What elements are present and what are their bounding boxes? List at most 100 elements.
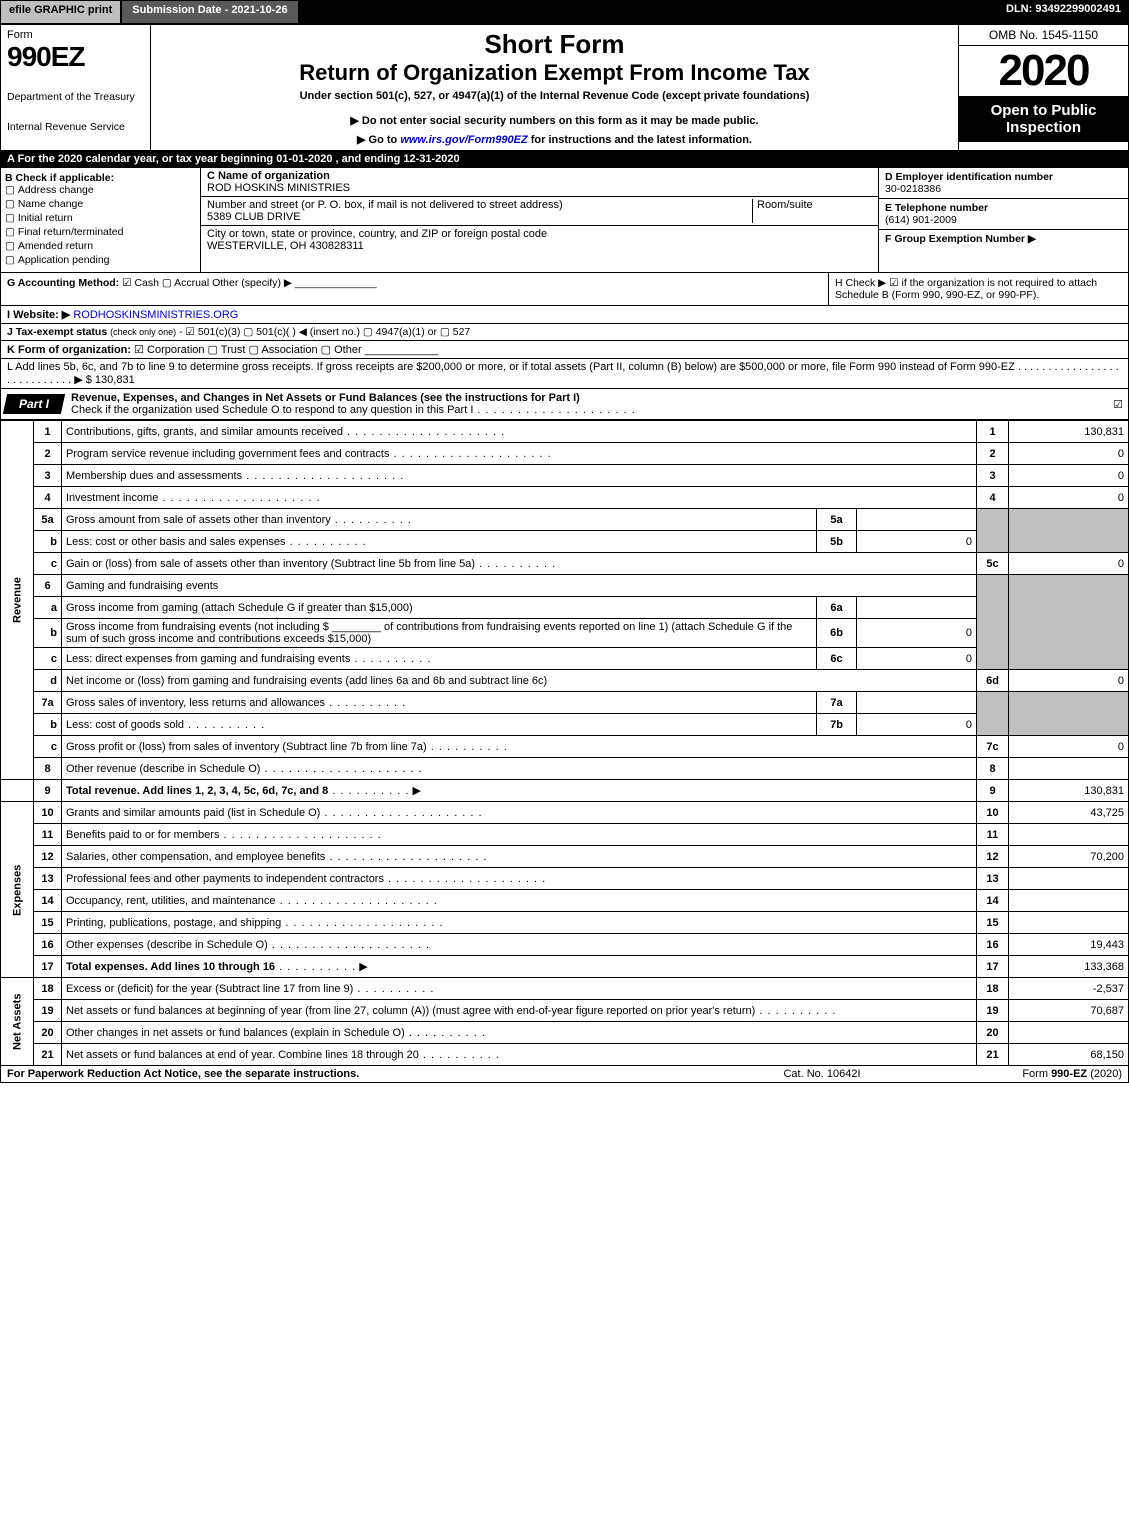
street-label: Number and street (or P. O. box, if mail… [207,199,563,211]
l20-num: 20 [34,1022,62,1044]
l2-col: 2 [977,443,1009,465]
cb-address-change[interactable]: Address change [5,184,196,196]
l7c-col: 7c [977,736,1009,758]
efile-print-button[interactable]: efile GRAPHIC print [0,0,121,24]
l11-desc: Benefits paid to or for members [62,824,977,846]
top-bar: efile GRAPHIC print Submission Date - 20… [0,0,1129,24]
shade3b [1009,692,1129,736]
l4-desc: Investment income [62,487,977,509]
l5a-num: 5a [34,509,62,531]
cb-final-return[interactable]: Final return/terminated [5,226,196,238]
l3-desc: Membership dues and assessments [62,465,977,487]
open-to-public: Open to Public Inspection [959,96,1128,142]
d-ein-label: D Employer identification number [885,171,1053,183]
j-rest: - ☑ 501(c)(3) ▢ 501(c)( ) ◀ (insert no.)… [179,326,470,338]
revenue-label: Revenue [1,421,34,780]
shade2 [977,575,1009,670]
l1-amt: 130,831 [1009,421,1129,443]
shade2b [1009,575,1129,670]
l6b-ba: 0 [857,619,977,648]
l12-num: 12 [34,846,62,868]
c-name-label: C Name of organization [207,170,330,182]
l19-amt: 70,687 [1009,1000,1129,1022]
goto-line: ▶ Go to www.irs.gov/Form990EZ for instru… [157,133,952,146]
l20-amt [1009,1022,1129,1044]
l3-num: 3 [34,465,62,487]
section-k: K Form of organization: ☑ Corporation ▢ … [0,341,1129,359]
l16-amt: 19,443 [1009,934,1129,956]
l17-amt: 133,368 [1009,956,1129,978]
l5c-desc: Gain or (loss) from sale of assets other… [62,553,977,575]
dept-treasury: Department of the Treasury [7,91,144,103]
g-accrual[interactable]: Accrual [162,277,209,289]
k-label: K Form of organization: [7,344,131,356]
l19-col: 19 [977,1000,1009,1022]
website-link[interactable]: RODHOSKINSMINISTRIES.ORG [73,309,238,321]
footer-catno: Cat. No. 10642I [722,1068,922,1080]
g-other[interactable]: Other (specify) ▶ [212,277,292,289]
k-rest: ☑ Corporation ▢ Trust ▢ Association ▢ Ot… [134,344,362,356]
l5b-box: 5b [817,531,857,553]
l5c-num: c [34,553,62,575]
l6-num: 6 [34,575,62,597]
l6c-box: 6c [817,648,857,670]
shade3 [977,692,1009,736]
l21-num: 21 [34,1044,62,1066]
l7c-num: c [34,736,62,758]
do-not-enter: ▶ Do not enter social security numbers o… [157,114,952,127]
cb-initial-return[interactable]: Initial return [5,212,196,224]
l5a-box: 5a [817,509,857,531]
tax-year: 2020 [959,46,1128,96]
l7a-ba [857,692,977,714]
l6d-desc: Net income or (loss) from gaming and fun… [62,670,977,692]
g-cash[interactable]: Cash [122,277,159,289]
l1-desc: Contributions, gifts, grants, and simila… [62,421,977,443]
city-label: City or town, state or province, country… [207,228,547,240]
l15-desc: Printing, publications, postage, and shi… [62,912,977,934]
room-suite: Room/suite [752,199,872,223]
l14-col: 14 [977,890,1009,912]
cb-amended-return[interactable]: Amended return [5,240,196,252]
section-b: B Check if applicable: Address change Na… [1,168,201,272]
part-i-check[interactable] [1108,398,1128,411]
l6a-desc: Gross income from gaming (attach Schedul… [62,597,817,619]
l19-desc: Net assets or fund balances at beginning… [62,1000,977,1022]
i-label: I Website: ▶ [7,309,70,321]
submission-date: Submission Date - 2021-10-26 [121,0,298,24]
l17-col: 17 [977,956,1009,978]
l6c-num: c [34,648,62,670]
expenses-label: Expenses [1,802,34,978]
l21-desc: Net assets or fund balances at end of ye… [62,1044,977,1066]
goto-pre: ▶ Go to [357,134,400,146]
l12-desc: Salaries, other compensation, and employ… [62,846,977,868]
cb-name-change[interactable]: Name change [5,198,196,210]
f-group-label: F Group Exemption Number ▶ [885,233,1036,245]
l5b-num: b [34,531,62,553]
l6a-ba [857,597,977,619]
l6b-desc: Gross income from fundraising events (no… [62,619,817,648]
shade1b [1009,509,1129,553]
l6c-desc: Less: direct expenses from gaming and fu… [62,648,817,670]
l11-amt [1009,824,1129,846]
l8-num: 8 [34,758,62,780]
l1-num: 1 [34,421,62,443]
section-l: L Add lines 5b, 6c, and 7b to line 9 to … [0,359,1129,389]
l18-num: 18 [34,978,62,1000]
l6a-box: 6a [817,597,857,619]
netassets-label: Net Assets [1,978,34,1066]
cb-application-pending[interactable]: Application pending [5,254,196,266]
goto-link[interactable]: www.irs.gov/Form990EZ [400,134,527,146]
l5a-ba [857,509,977,531]
l5c-col: 5c [977,553,1009,575]
l5a-desc: Gross amount from sale of assets other t… [62,509,817,531]
l20-desc: Other changes in net assets or fund bala… [62,1022,977,1044]
l17-num: 17 [34,956,62,978]
section-gh: G Accounting Method: Cash Accrual Other … [0,273,1129,306]
part-i-bar: Part I Revenue, Expenses, and Changes in… [0,389,1129,420]
l7a-desc: Gross sales of inventory, less returns a… [62,692,817,714]
l7a-box: 7a [817,692,857,714]
b-header: B Check if applicable: [5,172,196,184]
section-h: H Check ▶ ☑ if the organization is not r… [828,273,1128,305]
goto-post: for instructions and the latest informat… [528,134,752,146]
section-c: C Name of organization ROD HOSKINS MINIS… [201,168,878,272]
